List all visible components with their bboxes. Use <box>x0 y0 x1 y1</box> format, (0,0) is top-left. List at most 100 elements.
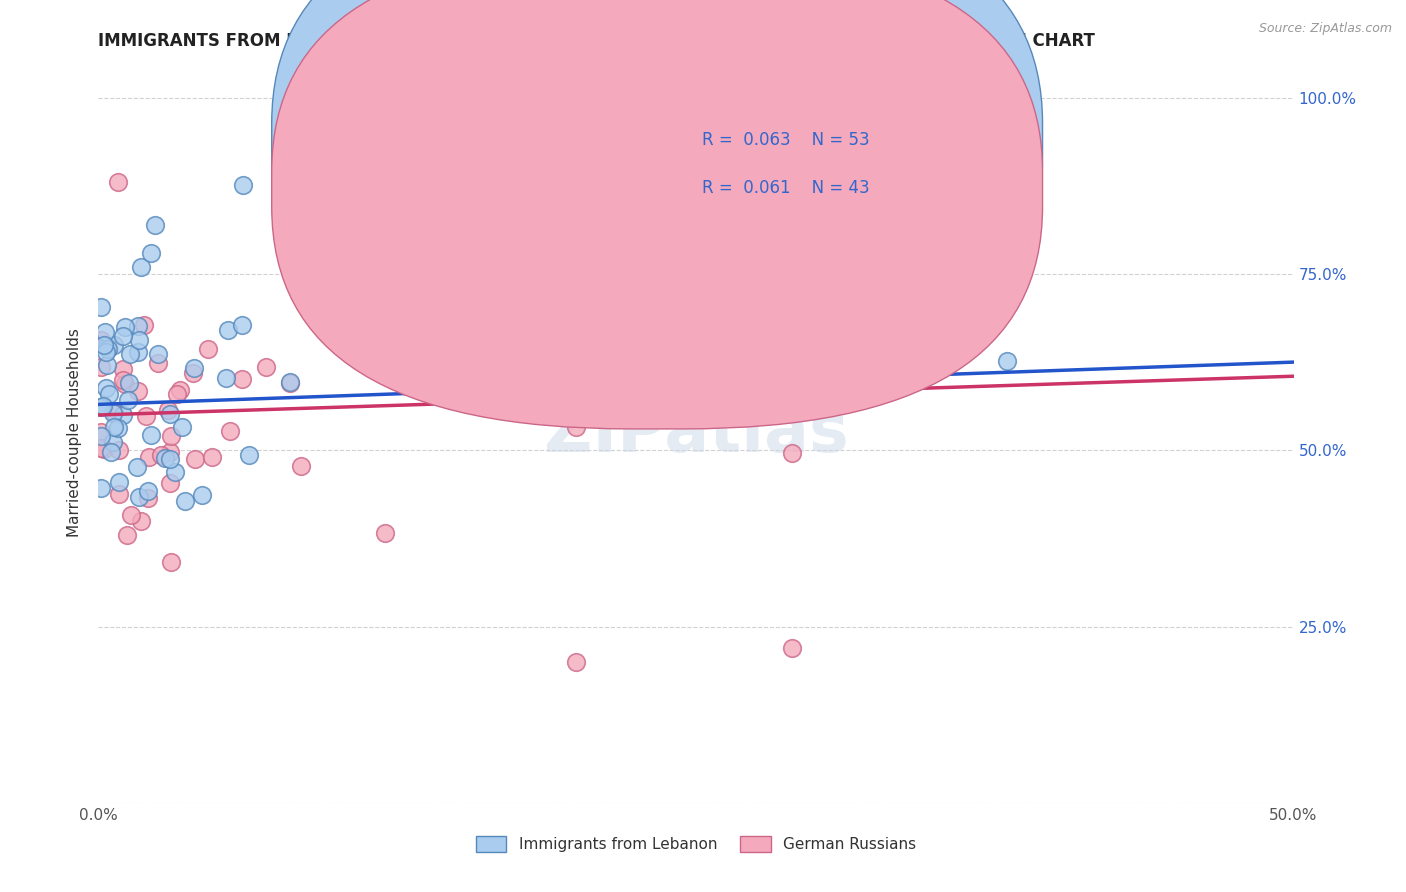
Point <box>141 428 163 442</box>
Point <box>118 376 141 390</box>
Point <box>143 218 166 232</box>
Point <box>90 481 112 495</box>
Point <box>201 450 224 465</box>
Point <box>125 460 148 475</box>
Point <box>231 318 253 333</box>
Point <box>91 399 114 413</box>
Point <box>108 443 131 458</box>
Point <box>128 490 150 504</box>
Point <box>148 355 170 369</box>
Y-axis label: Married-couple Households: Married-couple Households <box>67 328 83 537</box>
Point <box>120 508 142 523</box>
Point <box>181 366 204 380</box>
Point <box>111 408 134 422</box>
Point <box>96 358 118 372</box>
Point <box>112 328 135 343</box>
Point <box>565 655 588 669</box>
Point <box>94 381 117 395</box>
Point <box>103 405 125 419</box>
Point <box>107 175 129 189</box>
Point <box>217 323 239 337</box>
Point <box>127 318 149 333</box>
Point <box>374 525 396 540</box>
Point <box>96 344 118 359</box>
Point <box>90 429 112 443</box>
Point <box>165 465 187 479</box>
Point <box>136 484 159 499</box>
Point <box>103 434 125 449</box>
Point <box>127 345 149 359</box>
Point <box>115 528 138 542</box>
Point <box>278 376 301 391</box>
Point <box>120 347 142 361</box>
Point <box>995 354 1018 368</box>
Point <box>159 555 181 569</box>
Legend: Immigrants from Lebanon, German Russians: Immigrants from Lebanon, German Russians <box>470 830 922 858</box>
FancyBboxPatch shape <box>271 0 1043 381</box>
Point <box>136 491 159 505</box>
Point <box>131 514 153 528</box>
Point <box>157 403 180 417</box>
Point <box>565 419 588 434</box>
Point <box>190 488 212 502</box>
Point <box>219 424 242 438</box>
Point <box>114 319 136 334</box>
Point <box>112 373 135 387</box>
Point <box>135 409 157 424</box>
Point <box>131 260 153 274</box>
Point <box>231 372 253 386</box>
Point <box>184 451 207 466</box>
Text: R =  0.061    N = 43: R = 0.061 N = 43 <box>702 179 869 197</box>
Point <box>93 442 115 456</box>
Point <box>108 487 131 501</box>
Point <box>128 333 150 347</box>
Point <box>103 338 125 352</box>
Point <box>111 362 134 376</box>
Point <box>148 347 170 361</box>
Point <box>169 383 191 397</box>
Point <box>149 448 172 462</box>
Point <box>238 448 260 462</box>
Point <box>254 359 277 374</box>
Point <box>90 441 112 455</box>
Point <box>107 421 129 435</box>
Point <box>153 450 176 465</box>
Point <box>159 444 181 458</box>
Text: R =  0.063    N = 53: R = 0.063 N = 53 <box>702 131 869 149</box>
Point <box>215 371 238 385</box>
Point <box>134 318 156 332</box>
Point <box>139 245 162 260</box>
Point <box>197 342 219 356</box>
Point <box>159 407 181 421</box>
Point <box>159 476 181 491</box>
Point <box>780 640 803 655</box>
Point <box>103 406 125 420</box>
Point <box>127 384 149 399</box>
Text: ZIPatlas: ZIPatlas <box>544 400 848 466</box>
Point <box>97 386 120 401</box>
Point <box>90 359 112 374</box>
Text: IMMIGRANTS FROM LEBANON VS GERMAN RUSSIAN MARRIED-COUPLE HOUSEHOLDS CORRELATION : IMMIGRANTS FROM LEBANON VS GERMAN RUSSIA… <box>98 32 1095 50</box>
Point <box>138 450 160 464</box>
FancyBboxPatch shape <box>600 107 959 236</box>
Point <box>159 429 181 443</box>
Point <box>90 301 112 315</box>
Point <box>90 400 112 414</box>
Point <box>117 393 139 408</box>
FancyBboxPatch shape <box>271 0 1043 429</box>
Point <box>172 420 194 434</box>
Point <box>94 326 117 340</box>
Point <box>107 475 129 490</box>
Point <box>290 458 312 473</box>
Point <box>97 342 120 356</box>
Point <box>780 446 803 460</box>
Point <box>100 445 122 459</box>
Point <box>90 333 112 347</box>
Point <box>90 425 112 439</box>
Point <box>174 493 197 508</box>
Point <box>103 420 125 434</box>
Point <box>166 386 188 401</box>
Point <box>159 452 181 467</box>
Point <box>93 338 115 352</box>
Point <box>183 361 205 376</box>
